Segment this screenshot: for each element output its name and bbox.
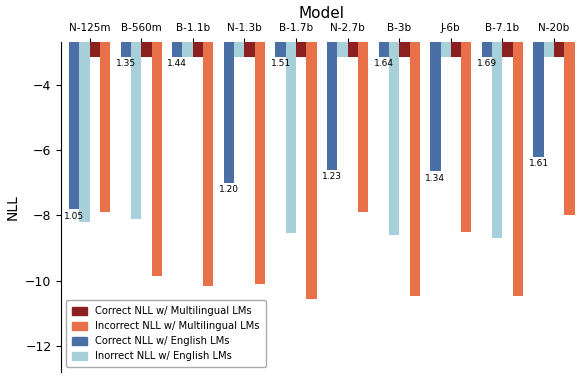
Text: 1.69: 1.69 <box>477 59 497 68</box>
Bar <box>172 0 182 57</box>
Bar <box>100 0 110 212</box>
Bar <box>544 0 554 57</box>
Bar <box>327 0 338 170</box>
Bar <box>461 0 472 232</box>
Text: 1.51: 1.51 <box>270 59 290 68</box>
Bar <box>306 0 317 299</box>
Bar <box>203 0 213 286</box>
Bar <box>193 0 203 57</box>
Bar <box>275 0 286 57</box>
Bar <box>245 0 255 57</box>
Bar <box>255 0 265 284</box>
Text: 1.44: 1.44 <box>168 59 187 68</box>
Bar <box>89 0 100 57</box>
Bar <box>430 0 440 171</box>
Legend: Correct NLL w/ Multilingual LMs, Incorrect NLL w/ Multilingual LMs, Correct NLL : Correct NLL w/ Multilingual LMs, Incorre… <box>66 301 266 367</box>
Bar <box>69 0 79 209</box>
Text: 1.34: 1.34 <box>425 174 445 183</box>
Bar <box>286 0 296 234</box>
Bar <box>296 0 306 57</box>
Bar <box>451 0 461 57</box>
Bar <box>533 0 544 156</box>
Bar <box>234 0 245 57</box>
Text: 1.05: 1.05 <box>64 212 84 220</box>
Bar <box>152 0 162 276</box>
Bar <box>440 0 451 57</box>
Bar <box>358 0 368 212</box>
Bar <box>399 0 410 57</box>
Bar <box>182 0 193 57</box>
Bar <box>79 0 89 222</box>
Text: 1.61: 1.61 <box>529 159 549 168</box>
Title: Model: Model <box>299 6 345 20</box>
Bar <box>338 0 348 57</box>
Bar <box>141 0 152 57</box>
Y-axis label: NLL: NLL <box>5 194 19 220</box>
Bar <box>379 0 389 57</box>
Text: 1.20: 1.20 <box>219 185 239 194</box>
Bar <box>482 0 492 57</box>
Bar <box>564 0 574 215</box>
Bar <box>224 0 234 183</box>
Bar <box>389 0 399 235</box>
Text: 1.23: 1.23 <box>322 172 342 181</box>
Bar <box>554 0 564 57</box>
Text: 1.35: 1.35 <box>116 59 136 68</box>
Bar <box>121 0 131 57</box>
Text: 1.64: 1.64 <box>374 59 394 68</box>
Bar <box>410 0 420 296</box>
Bar <box>131 0 141 219</box>
Bar <box>492 0 503 239</box>
Bar <box>503 0 513 57</box>
Bar <box>348 0 358 57</box>
Bar <box>513 0 523 296</box>
